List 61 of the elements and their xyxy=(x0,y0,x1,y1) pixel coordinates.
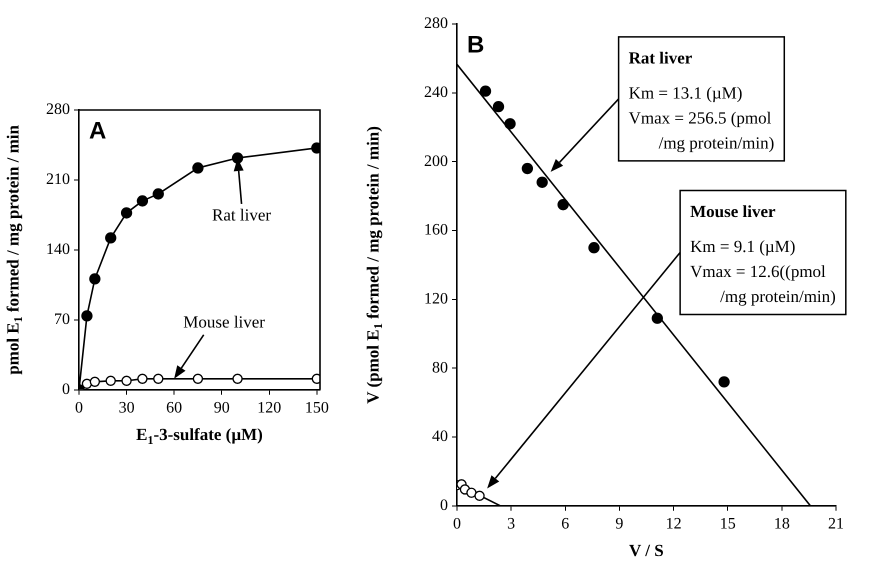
point xyxy=(557,199,569,210)
point xyxy=(105,232,116,244)
x-tick-label: 9 xyxy=(615,516,624,533)
point xyxy=(106,376,116,386)
x-tick-label: 3 xyxy=(507,516,516,533)
point xyxy=(480,85,492,97)
point xyxy=(492,100,504,112)
point xyxy=(153,374,164,384)
point xyxy=(474,490,485,501)
x-tick-label: 18 xyxy=(774,516,790,533)
point xyxy=(588,242,600,254)
point xyxy=(232,374,243,384)
annotation: Mouse liver Km = 9.1 (µM) Vmax = 12.6((pmol /mg protein/min) xyxy=(690,202,836,306)
x-tick-label: 150 xyxy=(304,400,329,417)
y-axis-title: pmol E1 formed / mg protein / min xyxy=(3,124,26,375)
annotation: Rat liver Km = 13.1 (µM) Vmax = 256.5 (pmol /mg protein/min) xyxy=(628,48,774,152)
x-tick-label: 120 xyxy=(257,400,282,417)
x-tick-label: 0 xyxy=(453,516,461,533)
y-tick-label: 140 xyxy=(46,241,70,258)
point xyxy=(121,376,132,386)
y-tick-label: 80 xyxy=(432,359,448,376)
y-axis-title: V (pmol E1 formed / mg protein / min) xyxy=(363,126,386,404)
x-tick-label: 12 xyxy=(666,516,682,533)
y-tick-label: 120 xyxy=(424,290,448,308)
x-tick-label: 0 xyxy=(75,400,83,417)
annotation: Mouse liver xyxy=(183,312,266,332)
point xyxy=(466,488,477,498)
point xyxy=(81,310,93,322)
point xyxy=(192,162,204,174)
y-tick-label: 70 xyxy=(54,311,70,328)
annotation: Rat liver xyxy=(212,205,272,224)
x-tick-label: 60 xyxy=(166,400,182,417)
x-tick-label: 15 xyxy=(720,516,736,533)
point xyxy=(522,162,534,174)
y-tick-label: 210 xyxy=(46,171,70,188)
y-tick-label: 40 xyxy=(432,428,448,446)
point xyxy=(718,376,730,388)
y-tick-label: 200 xyxy=(424,152,448,170)
x-tick-label: 6 xyxy=(561,516,570,533)
point xyxy=(192,374,204,384)
point xyxy=(536,176,548,188)
x-axis-title: V / S xyxy=(629,541,664,560)
point xyxy=(652,312,663,324)
point xyxy=(120,207,132,219)
y-tick-label: 0 xyxy=(62,381,70,398)
x-tick-label: 21 xyxy=(828,516,844,533)
y-tick-label: 0 xyxy=(440,497,448,514)
point xyxy=(137,374,148,384)
x-tick-label: 90 xyxy=(214,400,230,417)
point xyxy=(504,118,516,130)
chart-title: A xyxy=(89,118,106,145)
y-tick-label: 240 xyxy=(424,84,448,102)
chart-title: B xyxy=(467,32,484,59)
point xyxy=(89,273,101,285)
y-tick-label: 160 xyxy=(424,222,448,239)
y-tick-label: 280 xyxy=(424,15,448,32)
y-tick-label: 280 xyxy=(46,101,70,118)
point xyxy=(152,188,164,200)
point xyxy=(136,195,148,207)
point xyxy=(90,376,100,387)
x-tick-label: 30 xyxy=(118,400,135,417)
